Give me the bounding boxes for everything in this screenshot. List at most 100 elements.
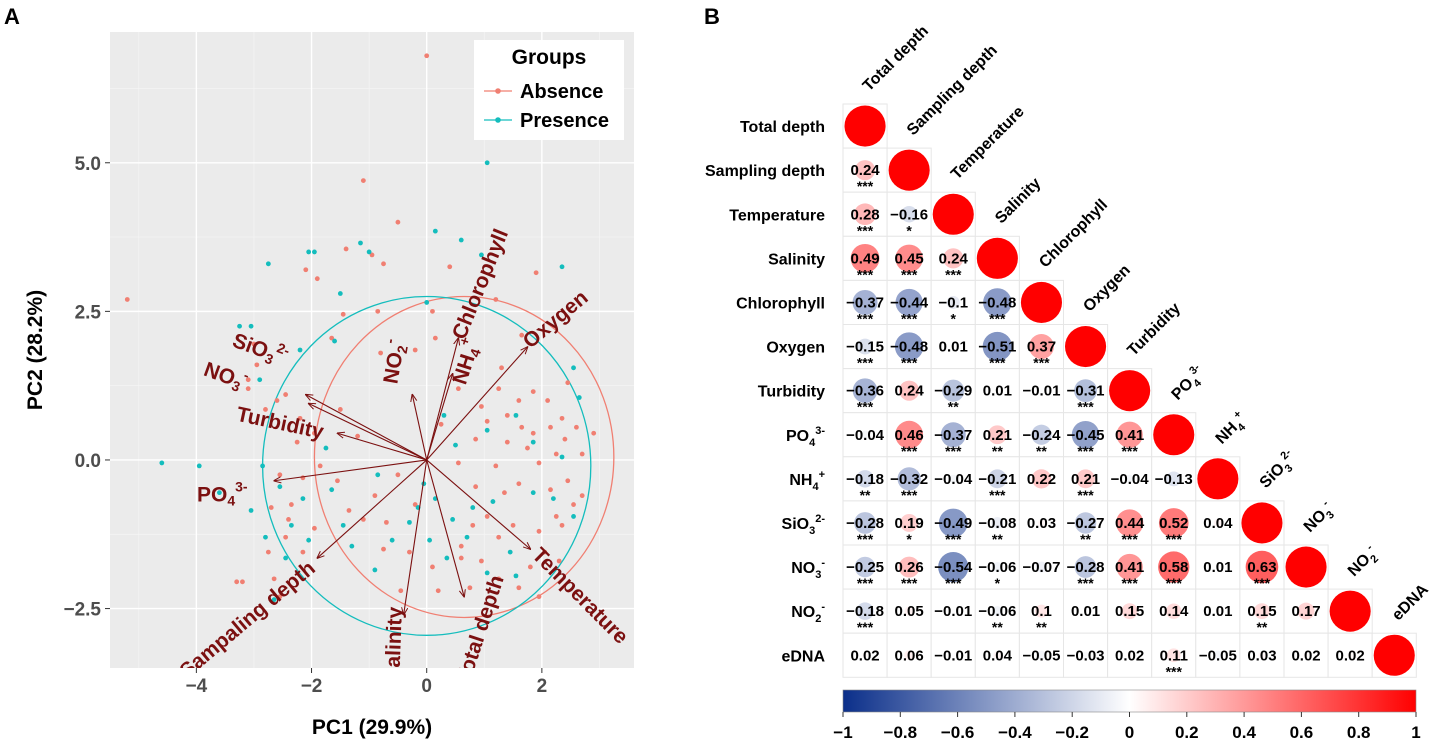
correlation-value: −0.54 [934, 559, 973, 576]
point-absence [360, 178, 366, 183]
significance-mark: *** [857, 311, 874, 327]
correlation-value: 0.41 [1115, 559, 1144, 576]
x-axis-title: PC1 (29.9%) [312, 716, 432, 739]
colorbar [842, 689, 1417, 713]
point-absence [245, 386, 251, 392]
row-label-chlorophyll: Chlorophyll [736, 295, 825, 312]
legend-entry-absence: Absence [520, 81, 603, 103]
correlation-value: 0.14 [1159, 603, 1189, 620]
colorbar-tick-label: 1 [1411, 723, 1420, 742]
point-absence [337, 407, 343, 412]
point-presence [329, 487, 335, 493]
correlation-circle [1036, 561, 1047, 573]
panel-a-label: A [4, 4, 20, 29]
column-label-total-depth-base: Total depth [860, 23, 932, 95]
point-absence [516, 481, 522, 487]
correlation-value: 0.17 [1291, 603, 1320, 620]
correlation-circle [1071, 420, 1100, 449]
point-absence [277, 472, 283, 478]
significance-mark: *** [857, 619, 874, 635]
point-absence [274, 398, 280, 403]
correlation-value: −0.27 [1067, 515, 1105, 532]
column-label-nh4-sup: + [1231, 408, 1244, 421]
loading-arrow-po43 [274, 459, 427, 481]
colorbar-tick-label: −0.8 [884, 723, 918, 742]
point-absence [525, 445, 530, 451]
point-absence [265, 549, 271, 555]
legend-key-point-presence [495, 117, 501, 123]
correlation-value: 0.24 [939, 250, 969, 267]
point-absence [303, 267, 309, 273]
row-label-no2-base: NO [791, 604, 815, 621]
point-absence [519, 332, 525, 338]
point-presence [349, 543, 355, 549]
correlation-value: 0.24 [850, 162, 880, 179]
correlation-circle [1303, 652, 1309, 659]
correlation-value: −0.06 [978, 559, 1016, 576]
point-presence [306, 249, 312, 255]
row-label-po4-3-sup: 3- [815, 425, 825, 437]
point-presence [196, 463, 202, 469]
loading-arrow-nh4 [426, 374, 453, 461]
correlation-value: −0.31 [1067, 383, 1105, 400]
correlation-value: −0.01 [934, 603, 972, 620]
point-presence [306, 537, 312, 543]
column-label-po4-3: PO43- [1166, 362, 1211, 407]
significance-mark: ** [1036, 619, 1047, 635]
point-presence [464, 534, 470, 540]
point-absence [536, 460, 542, 466]
point-absence [548, 424, 553, 430]
correlation-value: −0.45 [1067, 427, 1105, 444]
correlation-circle [1065, 326, 1107, 368]
correlation-value: −0.28 [1067, 559, 1105, 576]
significance-mark: *** [857, 399, 874, 415]
point-presence [484, 427, 490, 433]
point-presence [372, 567, 378, 573]
row-label-salinity: Salinity [768, 251, 825, 268]
correlation-circle [894, 332, 924, 361]
significance-mark: *** [1077, 575, 1094, 591]
point-absence [559, 415, 565, 421]
column-label-no2: NO2- [1343, 542, 1384, 583]
point-absence [536, 594, 542, 600]
y-tick-label: 2.5 [75, 302, 102, 323]
colorbar-tick-label: −0.4 [998, 723, 1032, 742]
point-presence [263, 534, 268, 540]
point-presence [358, 240, 363, 246]
correlation-value: 0.52 [1159, 515, 1188, 532]
correlation-value: 0.46 [895, 427, 924, 444]
correlation-value: −0.01 [934, 647, 972, 664]
significance-mark: ** [860, 487, 871, 503]
correlation-value: −0.25 [846, 559, 884, 576]
point-absence [432, 335, 438, 341]
correlation-value: 0.02 [1336, 647, 1365, 664]
correlation-value: 0.58 [1159, 559, 1188, 576]
correlation-circle [1329, 590, 1371, 632]
point-presence [337, 291, 343, 296]
x-tick-label: 0 [421, 676, 432, 697]
point-absence [424, 53, 430, 59]
correlation-circle [987, 425, 1007, 445]
correlation-value: −0.36 [846, 383, 884, 400]
correlation-value: −0.04 [934, 471, 973, 488]
point-presence [257, 377, 263, 383]
correlation-value: −0.06 [978, 603, 1016, 620]
loading-arrow-temperature [426, 459, 531, 549]
point-presence [571, 514, 576, 519]
significance-mark: *** [901, 443, 918, 459]
point-absence [496, 576, 502, 582]
point-absence [562, 436, 568, 442]
correlation-circle [1347, 652, 1354, 659]
column-label-salinity: Salinity [992, 175, 1044, 227]
point-presence [576, 395, 582, 400]
correlation-value: 0.1 [1031, 603, 1052, 620]
point-presence [288, 522, 294, 528]
significance-mark: * [995, 575, 1001, 591]
row-label-sampling-depth-base: Sampling depth [705, 163, 825, 180]
correlation-circle [987, 469, 1007, 489]
colorbar-tick-label: 0 [1125, 723, 1134, 742]
point-absence [407, 549, 412, 555]
correlation-circle [1034, 604, 1048, 618]
point-presence [441, 412, 447, 418]
